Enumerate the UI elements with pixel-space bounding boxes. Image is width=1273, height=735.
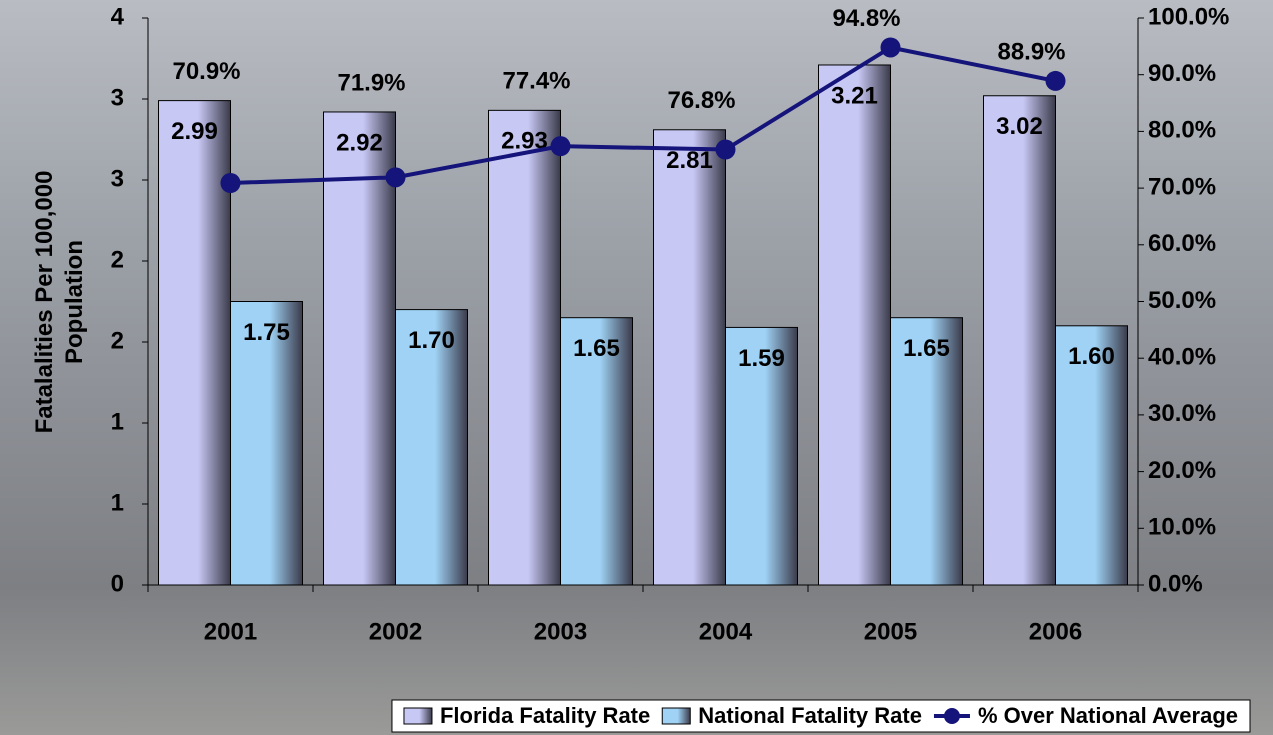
- legend-swatch: [944, 708, 960, 724]
- y2-tick-label: 60.0%: [1148, 230, 1216, 257]
- legend-label: % Over National Average: [978, 703, 1238, 728]
- bar: [489, 110, 561, 585]
- line-marker: [386, 167, 406, 187]
- data-label: 1.70: [408, 327, 455, 354]
- data-label: 76.8%: [667, 87, 735, 114]
- x-tick-label: 2002: [369, 618, 422, 645]
- y-tick-label: 3: [111, 165, 124, 192]
- legend: Florida Fatality Rate National Fatality R…: [392, 700, 1250, 732]
- y-tick-label: 2: [111, 327, 124, 354]
- data-label: 94.8%: [832, 5, 900, 32]
- data-label: 1.65: [903, 335, 950, 362]
- legend-swatch: [404, 708, 432, 724]
- chart: 011223340.0%10.0%20.0%30.0%40.0%50.0%60.…: [0, 0, 1273, 735]
- legend-label: National Fatality Rate: [698, 703, 922, 728]
- bar: [654, 130, 726, 585]
- y-tick-label: 4: [111, 3, 125, 30]
- page: 011223340.0%10.0%20.0%30.0%40.0%50.0%60.…: [0, 0, 1273, 735]
- legend-swatch: [662, 708, 690, 724]
- y-tick-label: 0: [111, 570, 124, 597]
- data-label: 70.9%: [172, 58, 240, 85]
- line-marker: [881, 37, 901, 57]
- y-tick-label: 1: [111, 408, 124, 435]
- y2-tick-label: 100.0%: [1148, 3, 1229, 30]
- data-label: 3.21: [831, 82, 878, 109]
- line-marker: [551, 136, 571, 156]
- y2-tick-label: 90.0%: [1148, 60, 1216, 87]
- data-label: 1.65: [573, 335, 620, 362]
- y2-tick-label: 50.0%: [1148, 287, 1216, 314]
- data-label: 3.02: [996, 113, 1043, 140]
- x-tick-label: 2003: [534, 618, 587, 645]
- bar: [324, 112, 396, 585]
- bar: [159, 101, 231, 585]
- x-tick-label: 2005: [864, 618, 917, 645]
- line-marker: [221, 173, 241, 193]
- y-axis-title: Fatalalities Per 100,000 Population: [30, 122, 90, 482]
- line-marker: [716, 140, 736, 160]
- y2-tick-label: 40.0%: [1148, 344, 1216, 371]
- x-tick-label: 2006: [1029, 618, 1082, 645]
- data-label: 1.59: [738, 345, 785, 372]
- y2-tick-label: 80.0%: [1148, 117, 1216, 144]
- y2-tick-label: 30.0%: [1148, 400, 1216, 427]
- data-label: 1.75: [243, 319, 290, 346]
- y2-tick-label: 10.0%: [1148, 514, 1216, 541]
- data-label: 2.92: [336, 129, 383, 156]
- data-label: 77.4%: [502, 68, 570, 95]
- bar: [819, 65, 891, 585]
- y2-tick-label: 20.0%: [1148, 457, 1216, 484]
- y-tick-label: 2: [111, 246, 124, 273]
- data-label: 71.9%: [337, 69, 405, 96]
- y-tick-label: 3: [111, 84, 124, 111]
- legend-label: Florida Fatality Rate: [440, 703, 650, 728]
- x-tick-label: 2001: [204, 618, 257, 645]
- data-label: 2.99: [171, 118, 218, 145]
- y-tick-label: 1: [111, 489, 124, 516]
- bar: [984, 96, 1056, 585]
- y2-tick-label: 70.0%: [1148, 173, 1216, 200]
- data-label: 1.60: [1068, 343, 1115, 370]
- y2-tick-label: 0.0%: [1148, 570, 1203, 597]
- line-marker: [1046, 71, 1066, 91]
- x-tick-label: 2004: [699, 618, 753, 645]
- data-label: 88.9%: [997, 38, 1065, 65]
- data-label: 2.81: [666, 147, 713, 174]
